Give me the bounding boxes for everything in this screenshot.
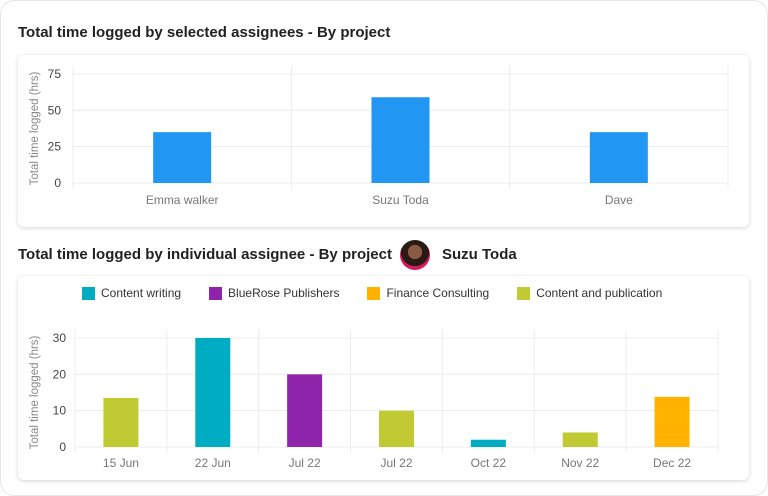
- x-tick-label: 15 Jun: [103, 456, 139, 470]
- section-title-individual-assignee: Total time logged by individual assignee…: [18, 246, 392, 263]
- legend-item[interactable]: Finance Consulting: [367, 286, 489, 300]
- x-tick-label: 22 Jun: [195, 456, 231, 470]
- x-tick-label: Dec 22: [653, 456, 691, 470]
- bar: [379, 410, 414, 447]
- x-tick-label: Jul 22: [289, 456, 321, 470]
- legend-swatch: [209, 286, 223, 300]
- legend-label: BlueRose Publishers: [228, 286, 340, 300]
- legend-label: Finance Consulting: [386, 286, 490, 300]
- bar-chart-individual-assignee: 0 10 20 30 15 Jun 22 Jun Jul 22 Jul 22 Oct 22 Nov…: [29, 330, 719, 470]
- assignee-name[interactable]: Suzu Toda: [442, 246, 517, 263]
- bar: [470, 439, 506, 447]
- chart-card-individual-assignee: 0 10 20 30 15 Jun 22 Jun Jul 22 Jul 22 Oct 22 Nov…: [18, 276, 749, 480]
- bar: [103, 397, 139, 447]
- y-tick-label: 50: [48, 103, 62, 117]
- bar: [562, 432, 598, 447]
- y-tick-label: 0: [54, 176, 61, 190]
- x-tick-label: Emma walker: [146, 193, 219, 207]
- bar: [371, 97, 430, 183]
- legend-item[interactable]: Content and publication: [517, 286, 662, 300]
- bar: [195, 338, 231, 447]
- y-axis-label: Total time logged (hrs): [29, 71, 41, 185]
- x-tick-label: Jul 22: [380, 456, 412, 470]
- legend-item[interactable]: BlueRose Publishers: [209, 286, 339, 300]
- avatar[interactable]: [400, 240, 430, 270]
- legend-swatch: [517, 286, 531, 300]
- x-tick-label: Suzu Toda: [372, 193, 429, 207]
- y-tick-label: 30: [53, 331, 67, 345]
- bar: [287, 374, 323, 447]
- y-tick-label: 20: [53, 367, 67, 381]
- legend-item[interactable]: Content writing: [82, 286, 181, 300]
- legend-label: Content writing: [101, 286, 182, 300]
- y-tick-label: 75: [48, 67, 62, 81]
- y-axis-label: Total time logged (hrs): [29, 335, 41, 449]
- bar: [153, 132, 212, 183]
- chart-legend: Content writing BlueRose Publishers Fina…: [82, 286, 690, 300]
- x-tick-label: Dave: [605, 193, 633, 207]
- section-title-selected-assignees: Total time logged by selected assignees …: [18, 24, 391, 41]
- x-tick-label: Nov 22: [561, 456, 599, 470]
- bar: [589, 132, 648, 183]
- bar-chart-selected-assignees: 0 25 50 75 Emma walker Suzu Toda Dave Total tim…: [29, 66, 729, 207]
- legend-swatch: [82, 286, 95, 300]
- x-tick-label: Oct 22: [471, 456, 507, 470]
- legend-swatch: [367, 286, 381, 300]
- legend-label: Content and publication: [536, 286, 663, 300]
- bar: [654, 396, 690, 447]
- y-tick-label: 10: [53, 404, 67, 418]
- chart-card-selected-assignees: 0 25 50 75 Emma walker Suzu Toda Dave Total tim…: [18, 55, 749, 227]
- y-tick-label: 25: [48, 140, 62, 154]
- y-tick-label: 0: [59, 440, 66, 454]
